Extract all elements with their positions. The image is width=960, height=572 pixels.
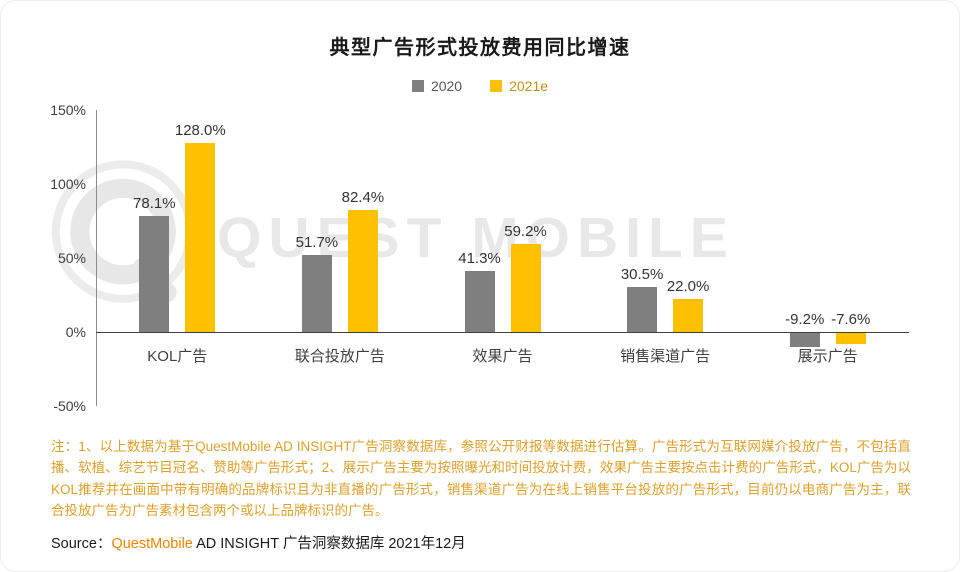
bar-2020-联合投放广告 [301, 255, 332, 332]
y-axis-tick-label: 150% [50, 102, 86, 118]
footnote: 注：1、以上数据为基于QuestMobile AD INSIGHT广告洞察数据库… [51, 439, 911, 518]
value-label-2021e-联合投放广告: 82.4% [341, 189, 385, 207]
category-label-联合投放广告: 联合投放广告 [294, 348, 385, 365]
legend-label-2020: 2020 [430, 78, 463, 94]
y-axis-line [96, 110, 97, 406]
bar-2021e-KOL广告 [185, 142, 216, 332]
source-line: Source：QuestMobile AD INSIGHT 广告洞察数据库 20… [51, 532, 911, 553]
legend-item-2021e: 2021e [490, 78, 548, 94]
source-suffix: AD INSIGHT 广告洞察数据库 2021年12月 [192, 536, 466, 553]
category-label-效果广告: 效果广告 [472, 348, 533, 365]
value-label-2020-效果广告: 41.3% [458, 249, 501, 267]
category-label-销售渠道广告: 销售渠道广告 [620, 348, 711, 365]
bar-2020-KOL广告 [139, 216, 170, 332]
value-label-2021e-KOL广告: 128.0% [174, 121, 226, 139]
category-label-KOL广告: KOL广告 [147, 348, 208, 365]
bar-chart: QUEST MOBILE 150% 100% 50% 0% -50% 78.1% 128.0… [41, 102, 914, 420]
source-prefix: Source： [51, 536, 112, 553]
bar-2021e-效果广告 [510, 244, 541, 332]
value-label-2020-联合投放广告: 51.7% [295, 234, 339, 252]
bar-2021e-联合投放广告 [347, 210, 378, 332]
plot-area: 150% 100% 50% 0% -50% 78.1% 128.0% KOL广告 51.7% 82… [50, 102, 909, 414]
legend: 2020 2021e [1, 78, 959, 94]
bar-2020-展示广告 [789, 333, 820, 347]
bar-2021e-销售渠道广告 [673, 299, 704, 332]
zero-baseline [96, 332, 909, 333]
value-label-2021e-效果广告: 59.2% [504, 223, 547, 241]
legend-swatch [490, 80, 503, 92]
bar-2021e-展示广告 [835, 333, 866, 345]
bar-2020-销售渠道广告 [627, 286, 658, 332]
value-label-2020-KOL广告: 78.1% [133, 195, 176, 213]
y-axis-tick-label: -50% [53, 398, 86, 414]
source-brand: QuestMobile [111, 536, 193, 553]
value-label-2021e-展示广告: -7.6% [831, 311, 871, 328]
bar-2020-效果广告 [464, 270, 495, 332]
legend-item-2020: 2020 [411, 78, 463, 94]
legend-swatch [411, 80, 424, 92]
y-axis-tick-label: 100% [50, 176, 86, 192]
value-label-2020-展示广告: -9.2% [785, 311, 825, 328]
value-label-2020-销售渠道广告: 30.5% [620, 265, 664, 283]
y-axis-tick-label: 0% [65, 324, 86, 340]
value-label-2021e-销售渠道广告: 22.0% [666, 278, 710, 296]
y-axis-tick-label: 50% [57, 250, 86, 266]
chart-title: 典型广告形式投放费用同比增速 [329, 37, 631, 59]
category-label-展示广告: 展示广告 [797, 348, 858, 365]
legend-label-2021e: 2021e [509, 78, 549, 94]
